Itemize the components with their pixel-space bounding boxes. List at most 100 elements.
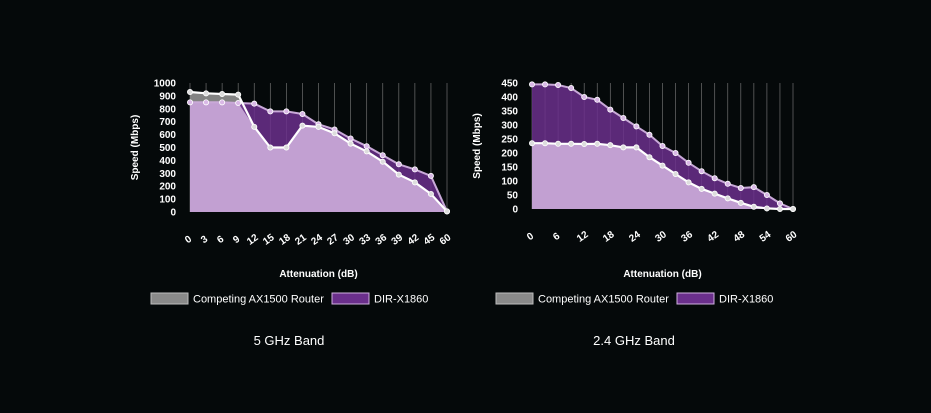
- x-axis-label: Attenuation (dB): [279, 269, 357, 280]
- data-point-competing: [529, 140, 536, 147]
- data-point-dir-x1860: [672, 149, 679, 156]
- data-point-competing: [267, 144, 274, 151]
- data-point-dir-x1860: [203, 99, 210, 106]
- legend-swatch-competing: [150, 292, 189, 305]
- data-point-competing: [659, 162, 666, 169]
- data-point-competing: [315, 123, 322, 130]
- x-tick-label: 48: [732, 229, 748, 245]
- data-point-dir-x1860: [737, 184, 744, 191]
- y-tick-label: 800: [159, 104, 176, 115]
- data-point-dir-x1860: [607, 106, 614, 113]
- data-point-competing: [790, 205, 797, 212]
- x-tick-label: 15: [261, 232, 277, 248]
- y-tick-label: 900: [159, 91, 176, 102]
- y-tick-label: 200: [501, 149, 518, 160]
- x-tick-label: 60: [784, 229, 800, 245]
- data-point-dir-x1860: [283, 108, 290, 115]
- chart-24ghz: 0 50 100 150 200 250 300 350 400 450 0 6 12 18 24 30 36 4…: [472, 79, 800, 306]
- data-point-dir-x1860: [555, 81, 562, 88]
- data-point-competing: [443, 208, 450, 215]
- y-tick-label: 400: [159, 156, 176, 167]
- x-tick-label: 30: [341, 232, 357, 248]
- data-point-dir-x1860: [776, 200, 783, 207]
- data-point-competing: [299, 122, 306, 129]
- y-tick-label: 200: [159, 182, 176, 193]
- chart-title-24ghz: 2.4 GHz Band: [593, 333, 675, 348]
- x-tick-label: 39: [390, 232, 406, 248]
- legend-swatch-competing: [495, 292, 534, 305]
- data-point-dir-x1860: [594, 96, 601, 103]
- data-point-competing: [698, 185, 705, 192]
- x-tick-label: 27: [325, 232, 341, 248]
- y-tick-label: 0: [170, 208, 176, 219]
- x-tick-label: 36: [374, 232, 390, 248]
- x-tick-label: 18: [277, 232, 293, 248]
- data-point-dir-x1860: [711, 175, 718, 182]
- x-tick-label: 6: [551, 231, 562, 243]
- y-tick-label: 700: [159, 117, 176, 128]
- data-point-dir-x1860: [251, 100, 258, 107]
- legend-swatch-dir-x1860: [676, 292, 715, 305]
- data-point-competing: [186, 89, 193, 96]
- data-point-competing: [763, 205, 770, 212]
- x-tick-label: 6: [215, 234, 226, 246]
- x-axis-24ghz: 0 6 12 18 24 30 36 42 48 54 60: [525, 229, 800, 245]
- data-point-dir-x1860: [698, 168, 705, 175]
- data-point-dir-x1860: [724, 180, 731, 187]
- data-point-competing: [411, 179, 418, 186]
- y-tick-label: 100: [159, 195, 176, 206]
- legend-swatch-dir-x1860: [331, 292, 370, 305]
- y-tick-label: 100: [501, 177, 518, 188]
- data-point-dir-x1860: [568, 85, 575, 92]
- data-point-dir-x1860: [542, 81, 549, 88]
- legend-label-competing: Competing AX1500 Router: [193, 294, 324, 306]
- data-point-dir-x1860: [363, 143, 370, 150]
- data-point-competing: [711, 190, 718, 197]
- legend-label-dir-x1860: DIR-X1860: [719, 294, 773, 306]
- legend-5ghz: Competing AX1500 Router DIR-X1860: [150, 292, 428, 306]
- data-point-dir-x1860: [659, 142, 666, 149]
- data-point-competing: [379, 158, 386, 165]
- data-point-competing: [607, 142, 614, 149]
- data-point-competing: [724, 195, 731, 202]
- data-point-dir-x1860: [267, 108, 274, 115]
- x-tick-label: 33: [358, 232, 374, 248]
- x-tick-label: 12: [245, 232, 261, 248]
- data-point-competing: [203, 90, 210, 97]
- y-axis-label: Speed (Mbps): [130, 115, 141, 181]
- data-point-competing: [594, 140, 601, 147]
- data-point-competing: [750, 203, 757, 210]
- data-point-dir-x1860: [620, 115, 627, 122]
- data-point-dir-x1860: [395, 161, 402, 168]
- x-tick-label: 12: [575, 229, 591, 245]
- chart-title-5ghz: 5 GHz Band: [253, 333, 325, 348]
- x-tick-label: 54: [758, 229, 774, 245]
- y-tick-label: 400: [501, 93, 518, 104]
- y-tick-label: 250: [501, 135, 518, 146]
- x-tick-label: 21: [293, 232, 309, 248]
- x-tick-label: 42: [706, 229, 722, 245]
- y-tick-label: 0: [512, 205, 518, 216]
- y-tick-label: 50: [507, 191, 519, 202]
- x-tick-label: 45: [422, 232, 438, 248]
- data-point-dir-x1860: [235, 99, 242, 106]
- y-tick-label: 600: [159, 130, 176, 141]
- y-axis-24ghz: 0 50 100 150 200 250 300 350 400 450: [501, 79, 518, 216]
- x-tick-label: 0: [525, 231, 536, 243]
- data-point-dir-x1860: [219, 99, 226, 106]
- data-point-dir-x1860: [299, 110, 306, 117]
- data-point-competing: [646, 154, 653, 161]
- x-tick-label: 3: [199, 234, 210, 246]
- data-point-competing: [555, 140, 562, 147]
- x-tick-label: 60: [438, 232, 454, 248]
- data-point-dir-x1860: [750, 184, 757, 191]
- x-tick-label: 24: [309, 232, 325, 248]
- x-tick-label: 9: [231, 234, 242, 246]
- data-point-competing: [581, 141, 588, 148]
- data-point-dir-x1860: [379, 152, 386, 159]
- legend-label-competing: Competing AX1500 Router: [538, 294, 669, 306]
